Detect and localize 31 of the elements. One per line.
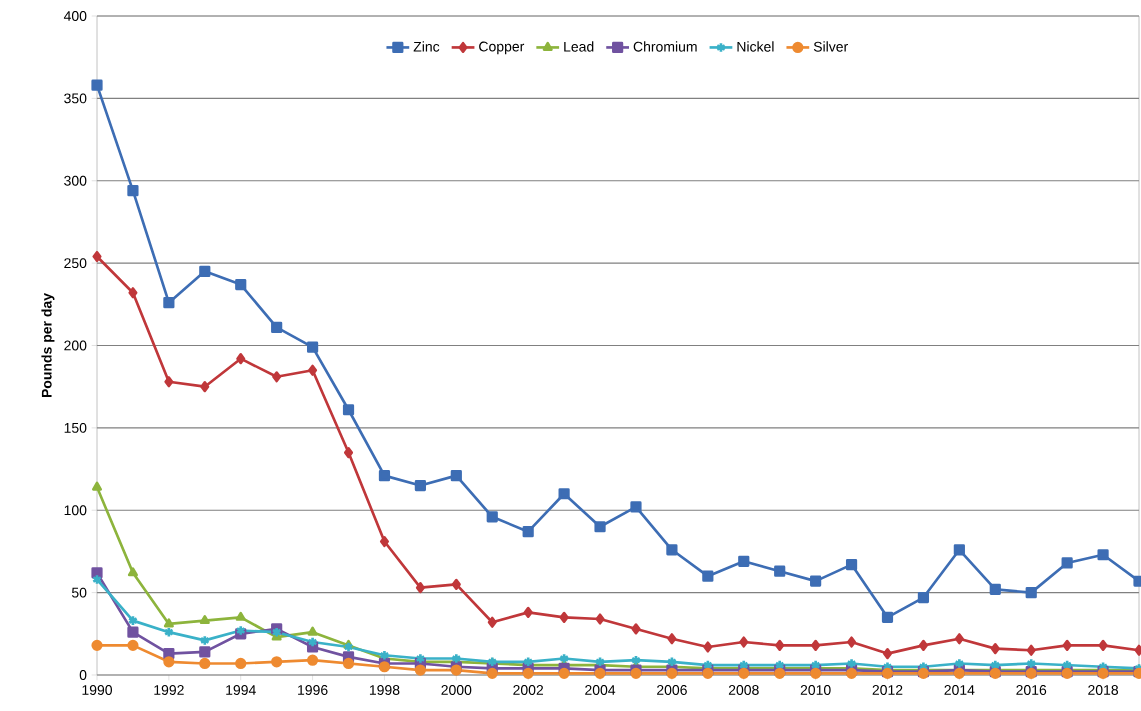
x-tick-label: 1998 xyxy=(369,685,400,695)
y-axis-title: Pounds per day xyxy=(41,293,55,398)
y-tick-label: 250 xyxy=(64,258,87,269)
x-tick-label: 2016 xyxy=(1016,685,1047,695)
legend-label: Copper xyxy=(479,41,525,55)
x-tick-label: 1994 xyxy=(226,685,256,695)
x-tick-label: 2008 xyxy=(728,685,759,695)
y-tick-label: 150 xyxy=(64,422,87,433)
x-tick-label: 1996 xyxy=(298,685,328,695)
x-tick-label: 2002 xyxy=(513,685,544,695)
x-tick-label: 2004 xyxy=(585,685,616,695)
x-tick-label: 1990 xyxy=(82,685,113,695)
legend-label: Nickel xyxy=(737,41,774,52)
x-tick-label: 2000 xyxy=(441,685,472,695)
x-tick-label: 2012 xyxy=(872,685,903,695)
y-tick-label: 0 xyxy=(79,670,87,680)
y-tick-label: 400 xyxy=(63,11,87,21)
y-tick-label: 100 xyxy=(64,505,87,516)
x-tick-label: 1992 xyxy=(154,685,184,695)
legend-label: Lead xyxy=(564,41,594,52)
y-tick-label: 300 xyxy=(64,175,87,186)
y-tick-label: 50 xyxy=(71,587,87,598)
legend-label: Zinc xyxy=(413,41,440,52)
legend-label: Chromium xyxy=(633,41,697,52)
x-tick-label: 2014 xyxy=(944,685,975,695)
x-tick-label: 2006 xyxy=(657,685,687,695)
x-tick-label: 2010 xyxy=(800,685,831,695)
legend-label: Silver xyxy=(813,41,848,52)
y-tick-label: 200 xyxy=(64,340,87,351)
y-tick-label: 350 xyxy=(64,93,87,104)
x-tick-label: 2018 xyxy=(1088,685,1119,695)
